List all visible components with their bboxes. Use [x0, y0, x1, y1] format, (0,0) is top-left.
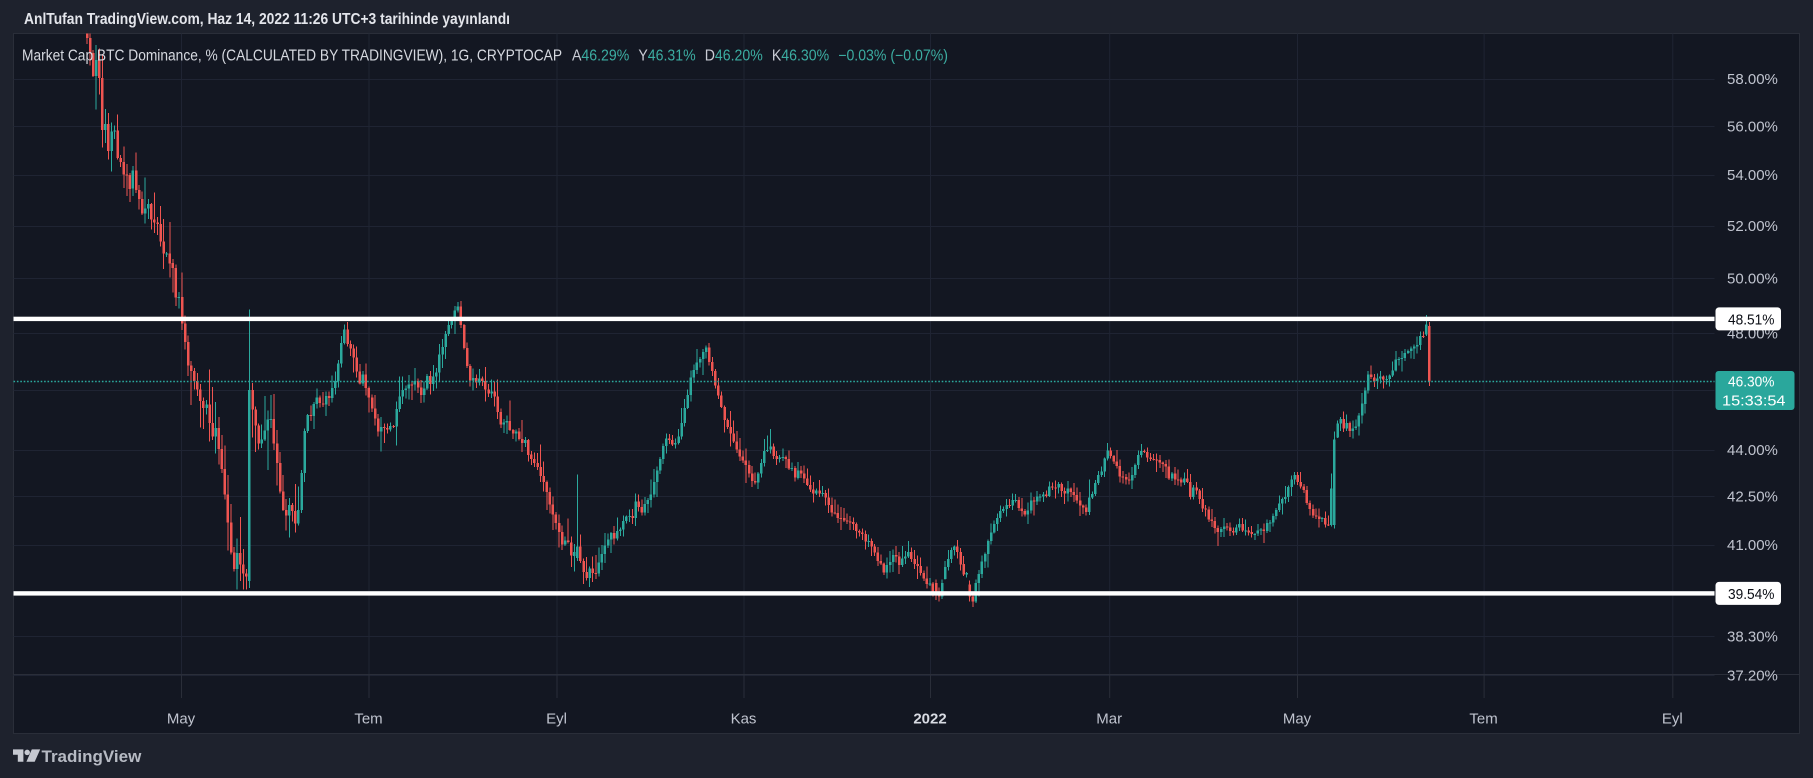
- svg-text:Tem: Tem: [354, 711, 382, 728]
- svg-text:AnlTufan TradingView.com, Haz: AnlTufan TradingView.com, Haz 14, 2022 1…: [24, 11, 510, 28]
- svg-text:38.30%: 38.30%: [1727, 628, 1778, 645]
- svg-text:May: May: [1283, 711, 1312, 728]
- svg-text:41.00%: 41.00%: [1727, 537, 1778, 554]
- svg-text:TradingView: TradingView: [42, 747, 143, 766]
- svg-text:56.00%: 56.00%: [1727, 118, 1778, 135]
- svg-text:Tem: Tem: [1469, 711, 1497, 728]
- svg-text:54.00%: 54.00%: [1727, 167, 1778, 184]
- svg-text:52.00%: 52.00%: [1727, 218, 1778, 235]
- svg-text:Eyl: Eyl: [546, 711, 567, 728]
- svg-text:42.50%: 42.50%: [1727, 489, 1778, 506]
- svg-text:Mar: Mar: [1096, 711, 1122, 728]
- svg-text:Market Cap BTC Dominance, % (C: Market Cap BTC Dominance, % (CALCULATED …: [22, 48, 562, 65]
- svg-text:44.00%: 44.00%: [1727, 442, 1778, 459]
- svg-text:37.20%: 37.20%: [1727, 668, 1778, 685]
- svg-text:A46.29%Y46.31%D46.20%K46.30%−0: A46.29% Y46.31% D46.20% K46.30% −0.03% (−0.0…: [572, 48, 948, 65]
- svg-text:May: May: [167, 711, 196, 728]
- svg-text:46.30%: 46.30%: [1728, 374, 1775, 391]
- svg-text:Eyl: Eyl: [1662, 711, 1683, 728]
- svg-text:15:33:54: 15:33:54: [1722, 393, 1786, 410]
- svg-text:2022: 2022: [913, 711, 946, 728]
- svg-text:48.51%: 48.51%: [1728, 311, 1775, 328]
- svg-text:39.54%: 39.54%: [1728, 586, 1775, 603]
- svg-text:58.00%: 58.00%: [1727, 71, 1778, 88]
- svg-text:Kas: Kas: [731, 711, 757, 728]
- svg-text:50.00%: 50.00%: [1727, 271, 1778, 288]
